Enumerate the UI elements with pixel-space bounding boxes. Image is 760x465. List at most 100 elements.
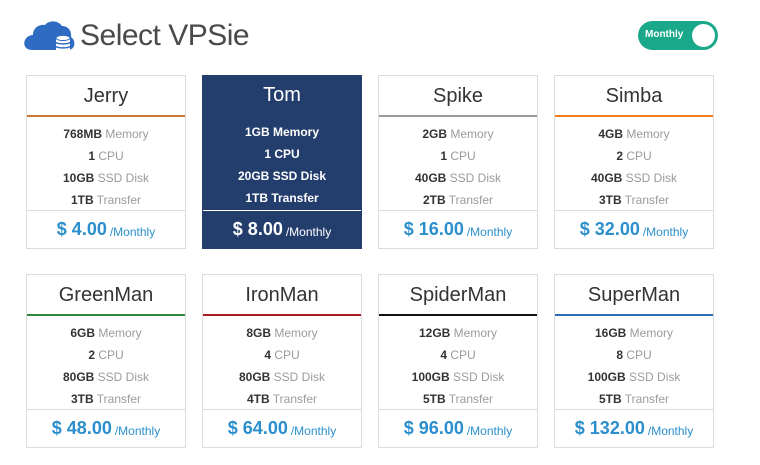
- transfer-label: Transfer: [448, 392, 494, 406]
- spec-disk: 80GB SSD Disk: [27, 366, 185, 388]
- price-amount: $ 64.00: [227, 418, 288, 438]
- spec-disk: 10GB SSD Disk: [27, 167, 185, 189]
- spec-memory: 4GB Memory: [555, 123, 713, 145]
- spec-transfer: 5TB Transfer: [379, 388, 537, 410]
- price-period: /Monthly: [642, 224, 689, 239]
- spec-memory: 8GB Memory: [203, 322, 361, 344]
- page-title: Select VPSie: [80, 19, 250, 52]
- cpu-label: CPU: [626, 348, 652, 362]
- price-period: /Monthly: [466, 423, 513, 438]
- plan-card[interactable]: SuperMan 16GB Memory 8 CPU 100GB SSD Dis…: [554, 274, 714, 448]
- plan-name: Spike: [379, 76, 537, 117]
- plan-specs: 6GB Memory 2 CPU 80GB SSD Disk 3TB Trans…: [27, 316, 185, 408]
- spec-memory: 6GB Memory: [27, 322, 185, 344]
- plan-card[interactable]: Jerry 768MB Memory 1 CPU 10GB SSD Disk 1…: [26, 75, 186, 249]
- transfer-label: Transfer: [624, 392, 670, 406]
- spec-disk: 40GB SSD Disk: [555, 167, 713, 189]
- plan-specs: 4GB Memory 2 CPU 40GB SSD Disk 3TB Trans…: [555, 117, 713, 209]
- transfer-value: 4TB: [246, 392, 270, 406]
- plan-specs: 12GB Memory 4 CPU 100GB SSD Disk 5TB Tra…: [379, 316, 537, 408]
- memory-label: Memory: [273, 125, 320, 139]
- transfer-label: Transfer: [96, 193, 142, 207]
- plan-price: $ 64.00/Monthly: [203, 409, 361, 447]
- memory-value: 768MB: [63, 127, 102, 141]
- disk-label: SSD Disk: [629, 370, 681, 384]
- plan-card[interactable]: GreenMan 6GB Memory 2 CPU 80GB SSD Disk …: [26, 274, 186, 448]
- disk-value: 100GB: [411, 370, 450, 384]
- plan-price: $ 16.00/Monthly: [379, 210, 537, 248]
- transfer-value: 1TB: [245, 191, 268, 205]
- transfer-label: Transfer: [96, 392, 142, 406]
- cpu-label: CPU: [626, 149, 652, 163]
- disk-label: SSD Disk: [453, 370, 505, 384]
- spec-memory: 768MB Memory: [27, 123, 185, 145]
- spec-disk: 20GB SSD Disk: [203, 165, 361, 187]
- billing-period-toggle[interactable]: Monthly: [638, 21, 718, 50]
- cpu-value: 1: [264, 147, 271, 161]
- price-amount: $ 48.00: [51, 418, 112, 438]
- plan-card[interactable]: Simba 4GB Memory 2 CPU 40GB SSD Disk 3TB…: [554, 75, 714, 249]
- plan-card[interactable]: IronMan 8GB Memory 4 CPU 80GB SSD Disk 4…: [202, 274, 362, 448]
- price-amount: $ 96.00: [403, 418, 464, 438]
- cpu-label: CPU: [274, 147, 300, 161]
- plan-price: $ 96.00/Monthly: [379, 409, 537, 447]
- plan-specs: 8GB Memory 4 CPU 80GB SSD Disk 4TB Trans…: [203, 316, 361, 408]
- memory-label: Memory: [274, 326, 318, 340]
- transfer-value: 2TB: [422, 193, 446, 207]
- disk-label: SSD Disk: [625, 171, 678, 185]
- memory-label: Memory: [629, 326, 674, 340]
- plan-price: $ 32.00/Monthly: [555, 210, 713, 248]
- cpu-value: 2: [88, 348, 95, 362]
- transfer-value: 3TB: [70, 392, 94, 406]
- spec-cpu: 1 CPU: [203, 143, 361, 165]
- memory-value: 16GB: [594, 326, 627, 340]
- transfer-value: 5TB: [422, 392, 446, 406]
- memory-value: 1GB: [244, 125, 270, 139]
- cpu-label: CPU: [98, 348, 124, 362]
- cloud-database-icon: [24, 21, 75, 52]
- price-period: /Monthly: [109, 224, 156, 239]
- spec-memory: 2GB Memory: [379, 123, 537, 145]
- transfer-label: Transfer: [448, 193, 494, 207]
- price-amount: $ 4.00: [56, 219, 107, 239]
- plan-card[interactable]: SpiderMan 12GB Memory 4 CPU 100GB SSD Di…: [378, 274, 538, 448]
- memory-label: Memory: [453, 326, 498, 340]
- spec-disk: 80GB SSD Disk: [203, 366, 361, 388]
- price-period: /Monthly: [647, 423, 694, 438]
- spec-cpu: 4 CPU: [379, 344, 537, 366]
- disk-label: SSD Disk: [97, 370, 150, 384]
- price-amount: $ 16.00: [403, 219, 464, 239]
- plan-card[interactable]: Spike 2GB Memory 1 CPU 40GB SSD Disk 2TB…: [378, 75, 538, 249]
- toggle-knob[interactable]: [692, 24, 715, 47]
- cpu-value: 2: [616, 149, 623, 163]
- memory-label: Memory: [626, 127, 670, 141]
- spec-disk: 40GB SSD Disk: [379, 167, 537, 189]
- memory-value: 8GB: [246, 326, 271, 340]
- disk-label: SSD Disk: [273, 370, 326, 384]
- memory-value: 12GB: [418, 326, 451, 340]
- disk-value: 80GB: [238, 370, 271, 384]
- spec-transfer: 1TB Transfer: [203, 187, 361, 209]
- transfer-label: Transfer: [272, 392, 318, 406]
- transfer-value: 5TB: [598, 392, 622, 406]
- memory-value: 6GB: [70, 326, 95, 340]
- disk-label: SSD Disk: [97, 171, 150, 185]
- plan-price: $ 48.00/Monthly: [27, 409, 185, 447]
- cpu-label: CPU: [98, 149, 124, 163]
- plan-name: Simba: [555, 76, 713, 117]
- price-period: /Monthly: [114, 423, 161, 438]
- spec-transfer: 3TB Transfer: [27, 388, 185, 410]
- transfer-value: 3TB: [598, 193, 622, 207]
- cpu-value: 4: [264, 348, 271, 362]
- memory-label: Memory: [450, 127, 494, 141]
- spec-memory: 1GB Memory: [203, 121, 361, 143]
- price-amount: $ 132.00: [574, 418, 645, 438]
- disk-value: 20GB: [237, 169, 270, 183]
- disk-label: SSD Disk: [272, 169, 327, 183]
- plan-price: $ 132.00/Monthly: [555, 409, 713, 447]
- plan-card[interactable]: Tom 1GB Memory 1 CPU 20GB SSD Disk 1TB T…: [202, 75, 362, 249]
- spec-transfer: 4TB Transfer: [203, 388, 361, 410]
- cpu-value: 4: [440, 348, 447, 362]
- spec-cpu: 1 CPU: [379, 145, 537, 167]
